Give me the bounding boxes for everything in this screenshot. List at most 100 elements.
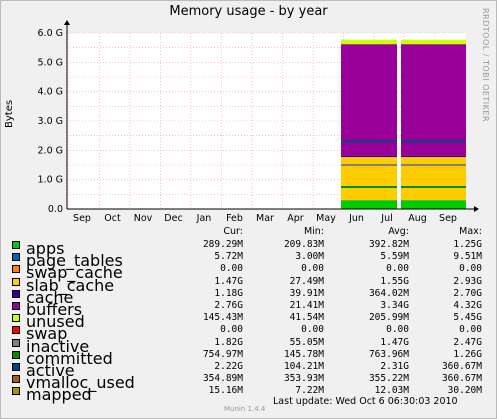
legend-value-max: 2.47G	[453, 336, 482, 348]
legend-value-min: 41.54M	[289, 312, 324, 324]
legend-value-cur: 15.16M	[208, 385, 243, 397]
x-tick-label: May	[316, 213, 336, 224]
area-slab-cache	[341, 157, 397, 201]
legend-value-cur: 754.97M	[202, 348, 243, 360]
legend-swatch	[12, 289, 20, 298]
legend-row-slab-cache: slab_cache 1.47G 27.49M 1.55G 2.93G	[0, 275, 497, 295]
legend-swatch	[12, 265, 20, 274]
x-tick-label: Nov	[134, 213, 153, 224]
legend-swatch	[12, 302, 20, 310]
legend-swatch	[12, 253, 20, 262]
legend-swatch	[12, 277, 20, 286]
area-cache	[401, 155, 466, 158]
legend-value-min: 55.05M	[289, 336, 324, 348]
legend-value-avg: 1.47G	[380, 336, 409, 348]
legend-value-avg: 5.59M	[380, 251, 409, 263]
legend-label: inactive	[26, 336, 90, 356]
x-tick-label: Jul	[380, 213, 392, 224]
y-tick-label: 4.0 G	[38, 87, 64, 98]
legend-header-avg: Avg:	[388, 226, 409, 237]
legend-value-cur: 1.47G	[214, 275, 243, 287]
y-axis-arrow	[64, 20, 70, 25]
legend-value-min: 0.00	[301, 263, 324, 275]
legend-swatch	[12, 326, 20, 335]
legend-swatch	[12, 363, 20, 371]
legend-row-swap-cache: swap_cache 0.00 0.00 0.00 0.00	[0, 263, 497, 282]
legend-row-mapped: mapped 15.16M 7.22M 12.03M 30.20M	[0, 385, 497, 404]
area-buffers	[341, 44, 397, 156]
x-tick-label: Feb	[226, 213, 243, 224]
legend-value-max: 1.26G	[453, 348, 482, 360]
x-tick-label: Sep	[73, 213, 91, 224]
legend-value-avg: 355.22M	[368, 373, 409, 385]
legend-row-cache: cache 1.18G 39.91M 364.02M 2.70G	[0, 287, 497, 307]
legend-value-cur: 354.89M	[202, 373, 243, 385]
x-tick-label: Dec	[164, 213, 182, 224]
x-tick-label: Sep	[439, 213, 457, 224]
legend-value-avg: 3.34G	[380, 300, 409, 311]
legend-value-avg: 364.02M	[368, 287, 409, 299]
legend-label: active	[26, 361, 75, 380]
legend-label: swap	[26, 324, 68, 344]
rrdtool-watermark: RRDTOOL / TOBI OETIKER	[481, 8, 490, 123]
legend-value-min: 21.41M	[289, 300, 324, 311]
legend-value-max: 360.67M	[441, 373, 482, 385]
memory-chart: 0.0 1.0 G 2.0 G 3.0 G 4.0 G 5.0 G 6.0 G Sep Oct N…	[38, 20, 479, 224]
legend-value-max: 5.45G	[453, 312, 482, 324]
legend-value-min: 39.91M	[289, 287, 324, 299]
graph-title: Memory usage - by year	[169, 4, 328, 19]
y-tick-label: 5.0 G	[38, 57, 64, 68]
legend-value-min: 209.83M	[283, 239, 324, 250]
legend-label: swap_cache	[26, 263, 123, 283]
legend-value-min: 0.00	[301, 324, 324, 336]
legend-value-min: 104.21M	[283, 361, 324, 372]
x-tick-label: Jan	[196, 213, 212, 224]
legend-value-max: 30.20M	[447, 385, 482, 397]
last-update: Last update: Wed Oct 6 06:30:03 2010	[273, 396, 458, 407]
legend-value-avg: 763.96M	[368, 348, 409, 360]
legend-label: vmalloc_used	[26, 373, 135, 393]
x-tick-label: Apr	[287, 213, 304, 224]
legend-swatch	[12, 350, 20, 359]
area-apps	[341, 200, 397, 209]
legend-value-min: 7.22M	[295, 385, 324, 397]
legend-row-apps: apps 289.29M 209.83M 392.82M 1.25G	[0, 239, 497, 258]
legend-swatch	[12, 375, 20, 384]
legend-value-min: 27.49M	[289, 275, 324, 287]
legend-value-max: 360.67M	[441, 361, 482, 372]
munin-version: Munin 1.4.4	[224, 405, 266, 413]
x-tick-label: Oct	[104, 213, 121, 224]
legend-row-active: active 2.22G 104.21M 2.31G 360.67M	[0, 361, 497, 380]
legend-value-avg: 205.99M	[368, 312, 409, 324]
legend-value-cur: 2.76G	[214, 300, 243, 311]
legend-value-cur: 5.72M	[214, 251, 243, 263]
legend-value-cur: 2.22G	[214, 361, 243, 372]
legend-value-max: 4.32G	[453, 300, 482, 311]
legend-value-max: 0.00	[459, 263, 482, 275]
legend-value-avg: 392.82M	[368, 239, 409, 250]
x-axis-arrow	[474, 206, 479, 212]
legend-value-avg: 0.00	[386, 324, 409, 336]
x-tick-label: Mar	[256, 213, 274, 224]
legend-swatch	[12, 241, 20, 249]
legend-value-cur: 145.43M	[202, 312, 243, 324]
legend-row-buffers: buffers 2.76G 21.41M 3.34G 4.32G	[0, 300, 497, 319]
legend-label: committed	[26, 348, 113, 368]
legend-value-max: 2.70G	[453, 287, 482, 299]
legend-header-max: Max:	[459, 226, 482, 237]
legend-row-unused: unused 145.43M 41.54M 205.99M 5.45G	[0, 312, 497, 331]
x-tick-label: Aug	[408, 213, 427, 224]
y-tick-label: 3.0 G	[38, 116, 64, 127]
y-tick-label: 0.0	[48, 204, 63, 215]
legend-label: cache	[26, 287, 74, 307]
legend-value-max: 2.93G	[453, 275, 482, 287]
legend-value-max: 0.00	[459, 324, 482, 336]
y-tick-label: 6.0 G	[38, 28, 64, 39]
legend-value-min: 3.00M	[295, 251, 324, 263]
y-tick-label: 1.0 G	[38, 175, 64, 186]
legend-value-avg: 12.03M	[374, 385, 409, 397]
area-cache	[341, 155, 397, 158]
legend-label: page_tables	[26, 251, 123, 271]
legend-row-inactive: inactive 1.82G 55.05M 1.47G 2.47G	[0, 336, 497, 356]
legend-header-min: Min:	[303, 226, 324, 237]
